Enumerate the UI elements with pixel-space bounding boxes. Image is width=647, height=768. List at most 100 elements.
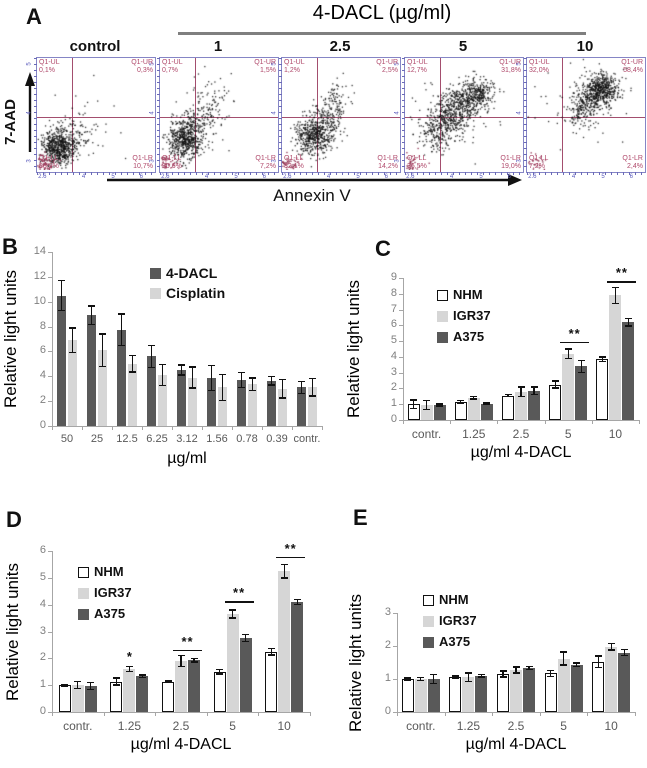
significance-label: ** <box>568 325 581 341</box>
error-bar-cap <box>417 679 425 681</box>
error-bar-cap <box>517 386 525 388</box>
bar-IGR37 <box>420 405 433 420</box>
bar-Cisplatin <box>98 350 107 426</box>
error-bar-line <box>486 403 488 405</box>
y-tick-label: 6 <box>390 318 397 331</box>
quadrant-percent: 0,7% <box>162 67 178 75</box>
error-bar-cap <box>279 378 286 381</box>
legend-label-IGR37: IGR37 <box>439 613 477 628</box>
y-tick-marks <box>402 58 405 172</box>
quadrant-percent: 2,5% <box>382 67 398 75</box>
quadrant-label-ur: Q1-UR 1,5% <box>254 59 276 75</box>
legend-label-NHM: NHM <box>94 564 124 579</box>
y-tick-mark <box>48 252 52 253</box>
x-axis-line <box>52 426 322 427</box>
x-tick-mark <box>322 426 323 430</box>
error-bar-cap <box>457 399 465 402</box>
error-bar-cap <box>499 670 507 672</box>
y-tick-mark <box>399 356 403 358</box>
significance-line <box>607 281 637 283</box>
category-label: 6.25 <box>146 433 168 445</box>
y-tick-mark <box>399 293 403 295</box>
y-tick-label: 4 <box>26 111 33 116</box>
flow-plot: Q1-UL 1,2% Q1-UR 2,5% Q1-LL 82,1% Q1-LR 14,2% 2.… <box>272 57 401 180</box>
bar-4-DACL <box>207 378 216 426</box>
y-tick-label: 3 <box>384 606 391 618</box>
bar-Cisplatin <box>158 375 167 426</box>
error-bar-line <box>610 643 612 650</box>
x-tick-mark <box>232 426 233 430</box>
panel-c-label: C <box>375 236 391 261</box>
x-axis-line <box>52 712 310 713</box>
error-bar-line <box>120 314 123 346</box>
category-label: 3.12 <box>176 433 198 445</box>
error-bar-cap <box>118 313 125 315</box>
x-tick-mark <box>587 712 589 716</box>
panel-a-title: 4-DACL (µg/ml) <box>312 2 452 24</box>
bar-IGR37 <box>605 646 618 712</box>
error-bar-cap <box>620 648 628 651</box>
quadrant-label-lr: Q1-LR 14,2% <box>377 155 398 171</box>
error-bar-line <box>300 381 303 394</box>
error-bar-line <box>240 372 243 388</box>
bar-NHM <box>592 661 605 712</box>
x-tick-mark <box>539 712 541 716</box>
x-tick-mark <box>172 426 173 430</box>
error-bar-line <box>601 356 604 362</box>
error-bar-line <box>502 671 504 678</box>
error-bar-cap <box>159 363 166 366</box>
quadrant-percent: 7,2% <box>260 162 276 170</box>
legend-marker-A375 <box>437 332 448 343</box>
x-tick-label: 2.6 <box>528 174 537 180</box>
y-tick-label: 14 <box>33 245 46 257</box>
error-bar-cap <box>242 634 250 636</box>
bar-A375 <box>427 679 440 712</box>
error-bar-line <box>180 365 183 376</box>
error-bar-cap <box>148 366 155 369</box>
error-bar-cap <box>624 317 632 319</box>
error-bar-cap <box>594 667 602 669</box>
error-bar-cap <box>477 673 485 676</box>
quadrant-label-ul: Q1-UL 1,2% <box>284 59 305 75</box>
error-bar-line <box>150 345 153 368</box>
error-bar-cap <box>279 397 286 399</box>
legend-label-NHM: NHM <box>453 287 483 302</box>
legend-marker-IGR37 <box>423 616 434 627</box>
error-bar-cap <box>430 674 438 676</box>
error-bar-cap <box>483 402 491 404</box>
error-bar-cap <box>177 665 185 668</box>
x-tick-marks <box>160 172 278 175</box>
y-tick-label: 10 <box>33 294 46 307</box>
bar-IGR37 <box>175 661 187 712</box>
x-tick-label: 6 <box>384 174 388 180</box>
error-bar-cap <box>607 649 615 651</box>
error-bar-cap <box>242 640 250 643</box>
flow-plot: Q1-UL 0,1% Q1-UR 0,3% Q1-LL 88,9% Q1-LR 10,7% 2.… <box>27 57 156 180</box>
legend-label-IGR37: IGR37 <box>453 308 491 323</box>
error-bar-cap <box>430 682 438 684</box>
quadrant-label-ll: Q1-LL 88,9% <box>39 155 59 171</box>
x-axis-title: µg/ml 4-DACL <box>130 736 232 753</box>
quadrant-label-lr: Q1-LR 2,4% <box>622 155 643 171</box>
bar-A375 <box>136 676 149 712</box>
y-axis-title: Relative light units <box>3 562 22 701</box>
x-tick-label: 2.6 <box>161 174 170 180</box>
x-tick-mark <box>155 712 157 716</box>
y-tick-mark <box>393 613 397 614</box>
error-bar-line <box>71 327 74 353</box>
bar-4-DACL <box>87 315 96 426</box>
error-bar-cap <box>298 380 305 382</box>
bar-NHM <box>265 651 278 712</box>
quadrant-percent: 2,4% <box>627 162 643 170</box>
bar-A375 <box>480 403 493 420</box>
error-bar-cap <box>178 374 185 376</box>
error-bar-line <box>161 364 164 386</box>
y-tick-label: 4 <box>149 111 156 116</box>
error-bar-cap <box>99 333 106 335</box>
panel-a-title-underline <box>178 32 586 35</box>
quadrant-label-lr: Q1-LR 10,7% <box>132 155 153 171</box>
error-bar-cap <box>249 389 256 392</box>
y-tick-label: 5 <box>26 62 33 67</box>
bar-NHM <box>454 401 467 420</box>
